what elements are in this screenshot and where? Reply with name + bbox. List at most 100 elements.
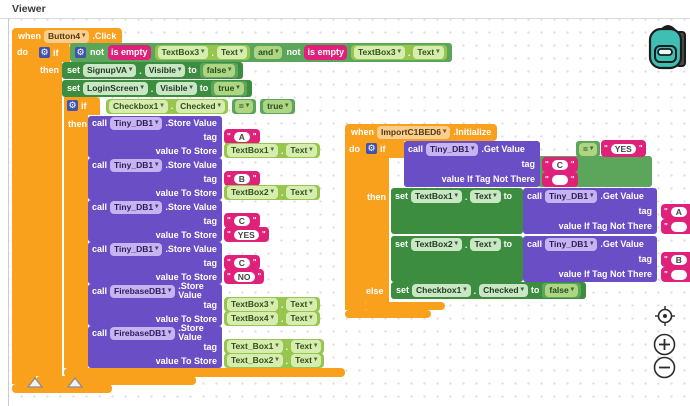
if2-bottom[interactable] bbox=[64, 368, 345, 377]
if3-bottom[interactable] bbox=[363, 302, 445, 310]
property-dropdown[interactable]: Visible bbox=[144, 64, 186, 77]
block-text-yes[interactable]: " YES " bbox=[601, 140, 646, 157]
block-text-a[interactable]: "A" bbox=[661, 204, 690, 219]
block-getter-textbox3-text[interactable]: TextBox3.Text bbox=[224, 297, 320, 312]
property-dropdown[interactable]: Checked bbox=[176, 99, 225, 113]
component-dropdown[interactable]: TextBox3 bbox=[227, 298, 278, 311]
block-text-no[interactable]: " NO " bbox=[224, 269, 265, 284]
mutator-gear-icon[interactable] bbox=[39, 47, 50, 58]
component-dropdown[interactable]: TextBox1 bbox=[227, 144, 278, 157]
block-text-empty[interactable]: "" bbox=[542, 172, 578, 187]
block-getter-textbox3-text[interactable]: TextBox3 . Text bbox=[154, 45, 251, 60]
when2-bottom[interactable] bbox=[345, 310, 431, 318]
component-dropdown[interactable]: Tiny_DB1 bbox=[545, 237, 598, 251]
block-equals-operator[interactable]: = bbox=[576, 141, 601, 157]
block-is-empty[interactable]: is empty bbox=[108, 45, 151, 60]
block-getter-text-box2-text[interactable]: Text_Box2.Text bbox=[224, 353, 325, 368]
component-dropdown[interactable]: Tiny_DB1 bbox=[110, 200, 163, 214]
block-text-a[interactable]: "A" bbox=[224, 129, 260, 144]
component-dropdown[interactable]: TextBox3 bbox=[353, 46, 405, 59]
component-dropdown[interactable]: SignupVA bbox=[83, 64, 137, 77]
block-text-empty[interactable]: "" bbox=[661, 267, 690, 282]
backpack-icon[interactable] bbox=[645, 20, 690, 74]
warning-triangle-icon[interactable] bbox=[67, 377, 83, 388]
zoom-in-button[interactable] bbox=[653, 333, 676, 356]
component-dropdown[interactable]: TextBox3 bbox=[157, 46, 209, 59]
block-logic-false[interactable]: false bbox=[199, 63, 239, 78]
mutator-gear-icon[interactable] bbox=[67, 100, 78, 111]
block-text-b[interactable]: "B" bbox=[224, 171, 260, 186]
if1-spine[interactable] bbox=[36, 44, 62, 376]
property-dropdown[interactable]: Text bbox=[413, 46, 444, 59]
block-getter-checkbox1-checked[interactable]: Checkbox1 . Checked bbox=[106, 98, 228, 114]
component-dropdown[interactable]: Checkbox1 bbox=[412, 284, 471, 297]
block-when-button4-click[interactable]: when Button4 .Click bbox=[12, 28, 123, 45]
if2-spine[interactable] bbox=[64, 97, 88, 368]
component-dropdown[interactable]: TextBox4 bbox=[227, 312, 278, 325]
component-dropdown[interactable]: Tiny_DB1 bbox=[110, 116, 163, 130]
block-text-yes[interactable]: " YES " bbox=[224, 227, 269, 242]
block-text-c[interactable]: " C " bbox=[542, 157, 578, 172]
property-dropdown[interactable]: Text bbox=[286, 144, 317, 157]
property-dropdown[interactable]: Checked bbox=[479, 284, 528, 297]
block-logic-true[interactable]: true bbox=[211, 81, 247, 96]
component-dropdown-button4[interactable]: Button4 bbox=[44, 30, 90, 43]
block-logic-true[interactable]: true bbox=[260, 98, 296, 114]
component-dropdown[interactable]: Tiny_DB1 bbox=[110, 242, 163, 256]
component-dropdown[interactable]: Checkbox1 bbox=[109, 99, 168, 113]
when1-bottom[interactable] bbox=[12, 384, 112, 393]
center-blocks-target-icon[interactable] bbox=[654, 305, 676, 327]
if1-bottom[interactable] bbox=[36, 376, 196, 385]
block-logic-false[interactable]: false bbox=[542, 283, 581, 298]
mutator-gear-icon[interactable] bbox=[75, 47, 86, 58]
when1-spine[interactable] bbox=[12, 44, 36, 384]
property-dropdown[interactable]: Text bbox=[291, 354, 322, 367]
block-text-empty[interactable]: "" bbox=[661, 219, 690, 234]
block-text-c[interactable]: " C " bbox=[224, 213, 260, 228]
block-getter-textbox3-text[interactable]: TextBox3 . Text bbox=[350, 45, 447, 60]
component-dropdown[interactable]: LoginScreen bbox=[83, 82, 148, 95]
block-getter-textbox2-text[interactable]: TextBox2.Text bbox=[224, 185, 320, 200]
property-dropdown[interactable]: Text bbox=[470, 238, 501, 251]
property-dropdown[interactable]: Text bbox=[286, 312, 317, 325]
block-set-checkbox1-checked[interactable]: set Checkbox1 . Checked to false bbox=[391, 282, 586, 299]
block-when-importc1bed6-initialize[interactable]: when ImportC1BED6 .Initialize bbox=[345, 124, 498, 141]
block-getter-text-box1-text[interactable]: Text_Box1.Text bbox=[224, 339, 325, 354]
component-dropdown[interactable]: Text_Box1 bbox=[227, 340, 283, 353]
property-dropdown[interactable]: Text bbox=[216, 46, 248, 59]
component-dropdown[interactable]: Text_Box2 bbox=[227, 354, 283, 367]
if3-spine[interactable] bbox=[363, 140, 389, 302]
when2-spine[interactable] bbox=[345, 141, 365, 310]
block-getter-textbox1-text[interactable]: TextBox1.Text bbox=[224, 143, 320, 158]
warning-triangle-icon[interactable] bbox=[27, 377, 43, 388]
component-dropdown-importc1bed6[interactable]: ImportC1BED6 bbox=[377, 126, 451, 139]
block-set-loginscreen-visible[interactable]: set LoginScreen . Visible to true bbox=[62, 80, 252, 97]
component-dropdown[interactable]: TextBox1 bbox=[411, 190, 462, 203]
property-dropdown[interactable]: Text bbox=[470, 190, 501, 203]
block-equals-operator[interactable]: = bbox=[231, 98, 257, 114]
block-getter-textbox4-text[interactable]: TextBox4.Text bbox=[224, 311, 320, 326]
component-dropdown[interactable]: TextBox2 bbox=[227, 186, 278, 199]
component-dropdown[interactable]: FirebaseDB1 bbox=[110, 284, 176, 298]
block-text-b[interactable]: "B" bbox=[661, 252, 690, 267]
property-dropdown[interactable]: Text bbox=[286, 298, 317, 311]
component-dropdown[interactable]: Tiny_DB1 bbox=[110, 158, 163, 172]
property-dropdown[interactable]: Text bbox=[291, 340, 322, 353]
block-and-condition[interactable]: not is empty TextBox3 . Text and not is … bbox=[70, 43, 452, 62]
component-dropdown[interactable]: TextBox2 bbox=[411, 238, 462, 251]
component-dropdown[interactable]: Tiny_DB1 bbox=[426, 142, 479, 156]
and-dropdown[interactable]: and bbox=[254, 46, 283, 59]
zoom-out-button[interactable] bbox=[653, 356, 676, 379]
component-dropdown[interactable]: FirebaseDB1 bbox=[110, 326, 176, 340]
